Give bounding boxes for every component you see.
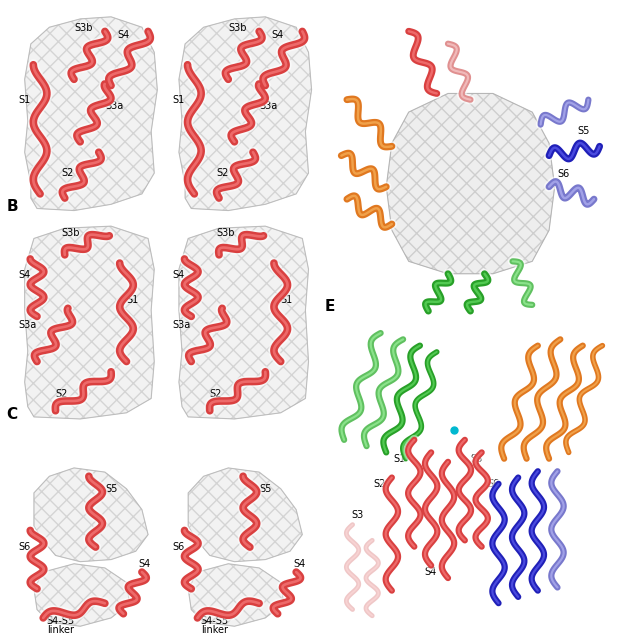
Text: S2: S2 — [374, 479, 386, 489]
Text: S4: S4 — [139, 559, 151, 569]
Text: S4-S5: S4-S5 — [46, 616, 74, 626]
Text: S3b: S3b — [62, 228, 80, 238]
Polygon shape — [179, 226, 308, 419]
Polygon shape — [188, 468, 302, 562]
Polygon shape — [34, 564, 130, 626]
Polygon shape — [179, 17, 312, 210]
Text: S4: S4 — [173, 271, 185, 280]
Text: S3b: S3b — [228, 24, 247, 33]
Text: S3a: S3a — [19, 320, 37, 329]
Text: linker: linker — [201, 624, 228, 635]
Text: A: A — [6, 0, 18, 2]
Text: S4: S4 — [424, 567, 437, 577]
Text: S2: S2 — [216, 168, 228, 178]
Text: S3a: S3a — [105, 101, 123, 112]
Text: S4: S4 — [271, 29, 284, 40]
Text: E: E — [325, 299, 335, 314]
Text: S3a: S3a — [259, 101, 278, 112]
Text: S1: S1 — [281, 295, 293, 305]
Polygon shape — [34, 468, 148, 562]
Text: S4: S4 — [293, 559, 305, 569]
Text: S6: S6 — [19, 542, 31, 552]
Text: linker: linker — [47, 624, 73, 635]
Text: C: C — [6, 407, 17, 422]
Text: S5: S5 — [259, 484, 271, 494]
Text: S2: S2 — [62, 168, 74, 178]
Text: S1: S1 — [173, 95, 185, 105]
Text: S4-S5: S4-S5 — [201, 616, 228, 626]
Text: S1: S1 — [394, 454, 406, 463]
Text: S6: S6 — [558, 169, 569, 179]
Text: S4: S4 — [117, 29, 130, 40]
Text: S3b: S3b — [216, 228, 234, 238]
Text: B: B — [6, 199, 18, 214]
Text: S3b: S3b — [74, 24, 93, 33]
Polygon shape — [25, 17, 157, 210]
Text: S2: S2 — [210, 389, 222, 399]
Text: S1: S1 — [126, 295, 139, 305]
Polygon shape — [188, 564, 284, 626]
Polygon shape — [25, 226, 154, 419]
Text: S4: S4 — [19, 271, 31, 280]
Text: S3: S3 — [352, 510, 364, 520]
Text: S6: S6 — [173, 542, 185, 552]
Text: S5: S5 — [577, 126, 589, 136]
Text: S2: S2 — [56, 389, 68, 399]
Text: S6: S6 — [487, 479, 500, 489]
Text: S1: S1 — [19, 95, 31, 105]
Text: S3a: S3a — [173, 320, 191, 329]
Text: S5: S5 — [105, 484, 117, 494]
Text: S5: S5 — [471, 454, 483, 463]
Polygon shape — [386, 94, 555, 274]
